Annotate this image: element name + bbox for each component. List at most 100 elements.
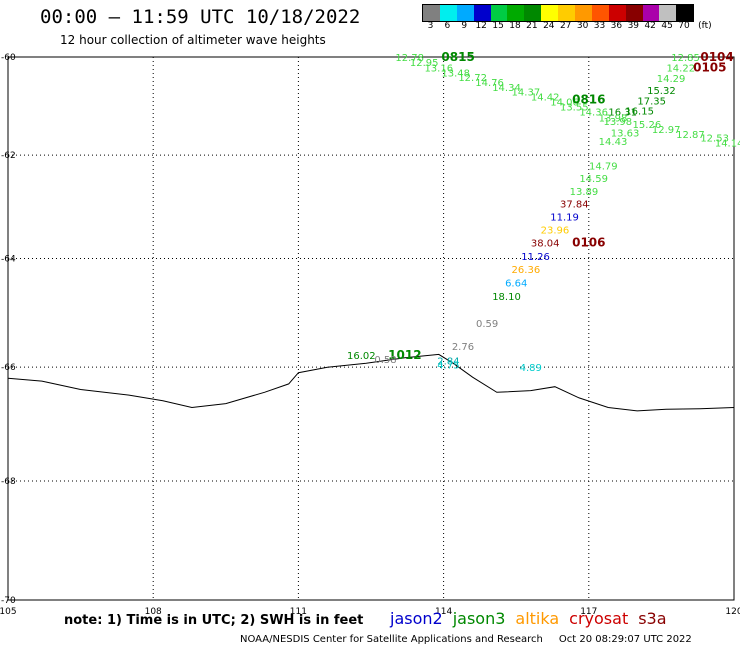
latitude-tick-label: -70 (1, 596, 16, 606)
color-scale-label: 12 (475, 21, 487, 31)
antarctic-coastline (7, 353, 735, 412)
legend-entry-jason2: jason2 (390, 609, 443, 628)
color-swatch (642, 5, 660, 21)
color-scale-label: 70 (678, 21, 690, 31)
satellite-legend: jason2 jason3 altika cryosat s3a (390, 609, 677, 628)
wave-height-value: 12.78 (395, 53, 424, 64)
credit-text: NOAA/NESDIS Center for Satellite Applica… (240, 634, 543, 645)
wave-height-value: 0.58 (374, 355, 396, 366)
wave-height-value: 12.97 (652, 125, 681, 136)
color-swatch (558, 5, 576, 21)
color-swatch (575, 5, 592, 21)
longitude-tick-label: 108 (145, 607, 162, 617)
wave-height-value: 2.76 (452, 342, 474, 353)
wave-height-value: 38.04 (531, 239, 560, 250)
color-scale-label: 6 (444, 21, 451, 31)
map-frame (7, 56, 735, 601)
wave-height-labels: 12.78 081512.9513.1613.4812.7214.7614.341… (347, 50, 740, 374)
color-swatch (591, 5, 609, 21)
color-swatch (439, 5, 457, 21)
wave-height-value: 13.55 (560, 102, 589, 113)
wave-height-value: 14.06 (550, 98, 579, 109)
map-subtitle: 12 hour collection of altimeter wave hei… (60, 33, 326, 47)
legend-entry-altika: altika (515, 609, 560, 628)
color-scale-label: 33 (593, 21, 606, 31)
map-title: 00:00 – 11:59 UTC 10/18/2022 (40, 6, 361, 28)
wave-height-value: 4.89 (520, 363, 542, 374)
legend-entry-cryosat: cryosat (569, 609, 629, 628)
latitude-tick-label: -62 (1, 151, 16, 161)
wave-height-value: 14.29 (657, 74, 686, 85)
longitude-tick-label: 105 (0, 607, 17, 617)
graticule (8, 57, 734, 600)
wave-height-value: 16.31 (608, 107, 637, 118)
wave-height-value: 14.42 (531, 93, 560, 104)
pass-time-label: 0815 (441, 50, 474, 64)
color-swatch (473, 5, 491, 21)
wave-height-value: 16.02 (347, 351, 376, 362)
footnote: note: 1) Time is in UTC; 2) SWH is in fe… (64, 613, 364, 628)
wave-height-value: 13.98 (599, 114, 628, 125)
wave-height-value: 12.53 (700, 134, 729, 145)
wave-height-value: 2.84 (437, 356, 459, 367)
color-scale-label: 24 (543, 21, 555, 31)
color-scale-label: 39 (627, 21, 640, 31)
wave-height-value: 14.22 (666, 64, 695, 75)
color-scale-label: 9 (461, 21, 468, 31)
longitude-tick-label: 111 (290, 607, 307, 617)
color-scale-label: 36 (610, 21, 623, 31)
color-scale-label: 30 (576, 21, 589, 31)
color-scale-label: (ft) (698, 21, 712, 31)
color-scale-label: 42 (644, 21, 656, 31)
longitude-tick-label: 117 (580, 607, 597, 617)
legend-entry-s3a: s3a (638, 609, 667, 628)
wave-height-value: 11.19 (550, 213, 579, 224)
credit-line: NOAA/NESDIS Center for Satellite Applica… (240, 634, 692, 645)
wave-height-value: 26.36 (512, 265, 541, 276)
wave-height-value: 14.79 (589, 161, 618, 172)
wave-height-value: 0.59 (476, 319, 498, 330)
color-scale-label: 27 (559, 21, 572, 31)
latitude-tick-label: -68 (1, 477, 16, 487)
wave-height-value: 14.76 (475, 78, 504, 89)
generated-timestamp: Oct 20 08:29:07 UTC 2022 (558, 634, 692, 645)
wave-height-value: 4.75 (437, 360, 459, 371)
pass-time-label: 0106 (572, 236, 605, 250)
wave-height-value: 23.96 (541, 226, 570, 237)
wave-height-value: 14.34 (492, 83, 521, 94)
longitude-tick-labels: 105 108 111 114 117 120 (0, 607, 740, 617)
wave-height-value: 11.26 (521, 252, 550, 263)
latitude-tick-label: -60 (1, 53, 16, 63)
wave-height-value: 6.64 (505, 279, 527, 290)
color-swatch (507, 5, 525, 21)
wave-height-value: 13.98 (604, 117, 633, 128)
wave-height-value: 14.14 (715, 139, 740, 150)
wave-height-value: 15.26 (633, 120, 662, 131)
wave-height-value: 12.72 (458, 73, 487, 84)
color-scale-label: 18 (509, 21, 521, 31)
color-swatch (490, 5, 508, 21)
wave-height-value: 16.15 (625, 106, 654, 117)
longitude-tick-label: 120 (725, 607, 740, 617)
wave-height-value: 12.87 (676, 130, 705, 141)
latitude-tick-label: -64 (1, 255, 16, 265)
color-scale-labels: 3 6 9 12 15 18 21 24 27 30 33 36 39 42 45 70 (ft) (422, 21, 732, 33)
color-swatch (541, 5, 559, 21)
wave-height-value: 12.95 (410, 58, 439, 69)
pass-time-label: 1012 (388, 348, 421, 362)
color-swatch (676, 5, 694, 21)
color-swatch (608, 5, 626, 21)
color-scale-label: 45 (661, 21, 673, 31)
color-swatch (625, 5, 643, 21)
wave-height-value: 14.59 (579, 174, 608, 185)
color-swatch (423, 5, 440, 21)
longitude-tick-label: 114 (435, 607, 452, 617)
wave-height-value: 14.43 (599, 137, 628, 148)
pass-time-label: 0104 (700, 50, 733, 64)
wave-height-value: 37.84 (560, 200, 589, 211)
color-scale-label: 21 (526, 21, 538, 31)
wave-height-value: 14.37 (512, 88, 541, 99)
legend-entry-jason3: jason3 (452, 609, 506, 628)
color-swatch (456, 5, 474, 21)
